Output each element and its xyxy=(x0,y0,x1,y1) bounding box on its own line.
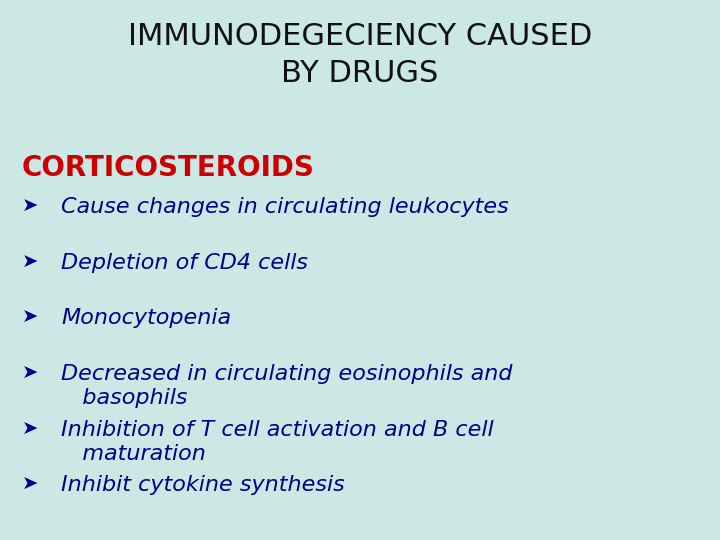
Text: ➤: ➤ xyxy=(22,475,38,494)
Text: Inhibition of T cell activation and B cell
   maturation: Inhibition of T cell activation and B ce… xyxy=(61,420,494,463)
Text: Cause changes in circulating leukocytes: Cause changes in circulating leukocytes xyxy=(61,197,509,217)
Text: Monocytopenia: Monocytopenia xyxy=(61,308,231,328)
Text: ➤: ➤ xyxy=(22,420,38,438)
Text: ➤: ➤ xyxy=(22,197,38,216)
Text: Depletion of CD4 cells: Depletion of CD4 cells xyxy=(61,253,308,273)
Text: IMMUNODEGECIENCY CAUSED
BY DRUGS: IMMUNODEGECIENCY CAUSED BY DRUGS xyxy=(128,22,592,87)
Text: Decreased in circulating eosinophils and
   basophils: Decreased in circulating eosinophils and… xyxy=(61,364,513,408)
Text: ➤: ➤ xyxy=(22,308,38,327)
Text: ➤: ➤ xyxy=(22,253,38,272)
Text: ➤: ➤ xyxy=(22,364,38,383)
Text: CORTICOSTEROIDS: CORTICOSTEROIDS xyxy=(22,154,315,182)
Text: Inhibit cytokine synthesis: Inhibit cytokine synthesis xyxy=(61,475,345,495)
